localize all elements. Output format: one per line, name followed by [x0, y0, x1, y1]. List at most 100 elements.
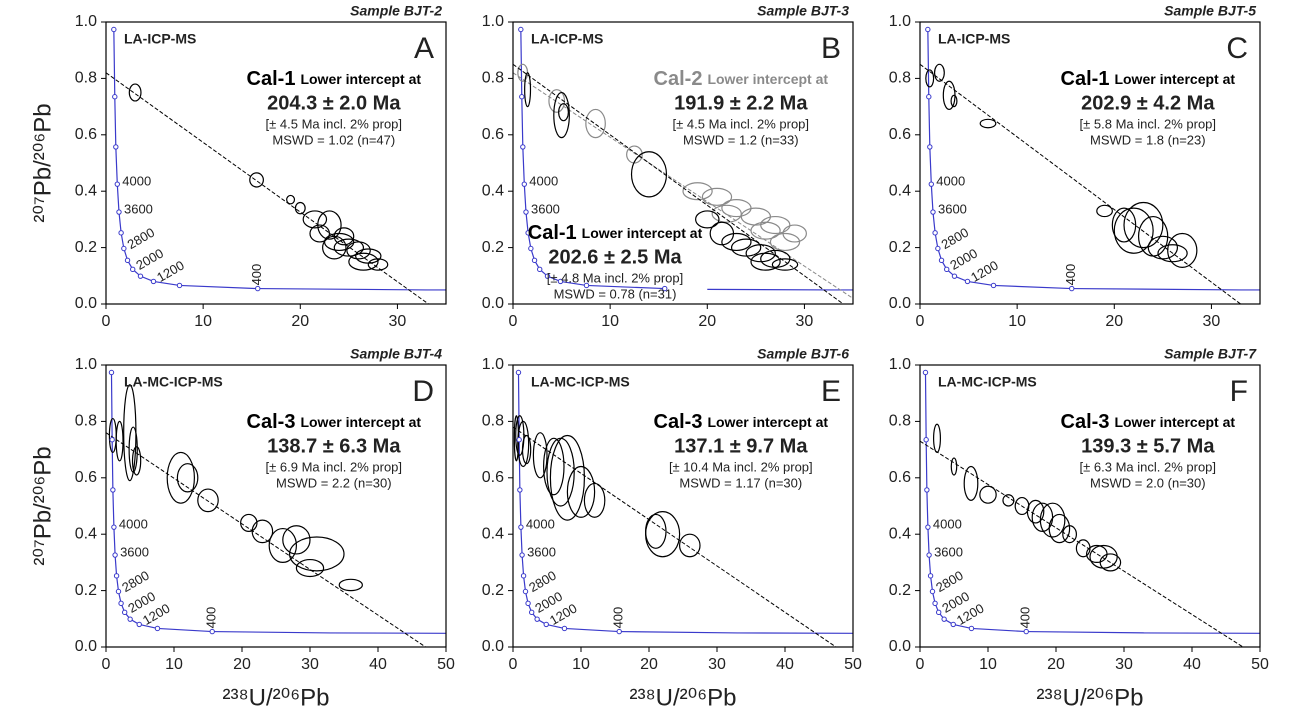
- x-tick-label: 30: [389, 313, 407, 330]
- error-ellipse: [682, 182, 713, 201]
- age-label: 3600: [120, 544, 149, 559]
- error-ellipse: [925, 69, 935, 88]
- concordia-tail: [212, 630, 446, 634]
- y-tick-label: 0.6: [75, 126, 97, 143]
- concordia-marker: [925, 524, 931, 530]
- concordia-marker: [124, 257, 131, 264]
- panel-title: Sample BJT-7: [1164, 346, 1257, 362]
- group-header: Cal-2 Lower intercept at: [654, 68, 829, 90]
- concordia-marker: [938, 257, 945, 264]
- concordia-marker: [517, 487, 523, 493]
- discordia-line: [513, 426, 837, 647]
- age-label: 400: [204, 607, 219, 629]
- concordia-marker: [121, 609, 128, 616]
- x-tick-label: 10: [165, 656, 183, 673]
- group-name: Cal-3: [247, 411, 296, 433]
- concordia-marker: [109, 437, 115, 443]
- mswd: MSWD = 2.0 (n=30): [1090, 475, 1206, 490]
- y-tick-label: 0.4: [889, 525, 911, 542]
- concordia-marker: [941, 616, 947, 622]
- concordia-marker: [544, 273, 551, 279]
- y-tick-label: 0.4: [889, 182, 911, 199]
- mswd: MSWD = 1.17 (n=30): [679, 475, 802, 490]
- y-tick-label: 0.0: [75, 638, 97, 655]
- age: 204.3 ± 2.0 Ma: [267, 92, 401, 114]
- panel-title: Sample BJT-5: [1164, 3, 1256, 19]
- error-ellipse: [695, 210, 720, 229]
- error-ellipse: [322, 235, 347, 260]
- concordia-marker: [112, 94, 118, 100]
- concordia-marker: [121, 245, 127, 252]
- error-ellipse: [549, 434, 586, 521]
- concordia-marker: [255, 285, 261, 292]
- method-label: LA-MC-ICP-MS: [531, 374, 630, 390]
- group-name: Cal-2: [654, 68, 703, 90]
- concordia-marker: [583, 282, 590, 289]
- concordia-marker: [968, 625, 975, 632]
- concordia-marker: [518, 26, 524, 33]
- concordia-marker: [108, 369, 115, 376]
- panel-title: Sample BJT-2: [350, 3, 442, 19]
- method-label: LA-ICP-MS: [124, 31, 196, 47]
- error-ellipse: [750, 221, 781, 240]
- concordia-marker: [1069, 285, 1075, 292]
- y-tick-label: 0.6: [889, 469, 911, 486]
- error-ellipse: [769, 232, 801, 252]
- concordia-marker: [523, 209, 529, 215]
- method-label: LA-ICP-MS: [531, 31, 603, 47]
- intercept-label: Lower intercept at: [1114, 414, 1235, 430]
- y-tick-label: 0.0: [75, 295, 97, 312]
- y-tick-label: 0.8: [889, 413, 911, 430]
- error-ellipse: [583, 482, 606, 518]
- panel-letter: C: [1226, 32, 1248, 65]
- error-ellipse: [760, 215, 791, 235]
- error-ellipse: [1039, 502, 1066, 538]
- concordia-marker: [537, 266, 543, 273]
- error-ellipse: [933, 63, 945, 82]
- y-tick-label: 0.2: [75, 582, 97, 599]
- concordia-marker: [110, 487, 116, 493]
- y-tick-label: 0.6: [482, 126, 504, 143]
- concordia-marker: [118, 230, 124, 236]
- concordia-marker: [519, 94, 525, 100]
- age: 138.7 ± 6.3 Ma: [267, 435, 401, 457]
- concordia-marker: [516, 437, 522, 443]
- mswd: MSWD = 1.2 (n=33): [683, 132, 799, 147]
- concordia-marker: [114, 181, 120, 187]
- intercept-label: Lower intercept at: [707, 71, 828, 87]
- x-tick-label: 20: [698, 313, 716, 330]
- error-ellipse: [979, 118, 997, 129]
- concordia-marker: [929, 588, 936, 595]
- error-ellipse: [1048, 513, 1071, 544]
- error-ellipse: [249, 172, 264, 188]
- plot-frame: [512, 21, 854, 305]
- discordia-line: [106, 432, 426, 647]
- method-label: LA-MC-ICP-MS: [124, 374, 223, 390]
- panel-letter: D: [412, 375, 434, 408]
- concordia-marker: [519, 552, 525, 558]
- error-ellipse: [701, 187, 733, 206]
- x-tick-label: 0: [509, 656, 518, 673]
- concordia-marker: [528, 609, 535, 616]
- age: 191.9 ± 2.2 Ma: [674, 92, 808, 114]
- error-ellipse: [566, 465, 596, 518]
- concordia-marker: [924, 487, 930, 493]
- concordia-tail: [619, 630, 853, 634]
- error-ellipse: [553, 91, 570, 139]
- age-label: 4000: [529, 174, 558, 189]
- age-label: 4000: [936, 174, 965, 189]
- x-tick-label: 0: [102, 656, 111, 673]
- plot-frame: [105, 364, 447, 648]
- x-tick-label: 40: [1183, 656, 1201, 673]
- concordia-marker: [130, 266, 136, 273]
- concordia-marker: [113, 573, 120, 579]
- concordia-marker: [528, 245, 534, 252]
- error-ellipse: [1111, 207, 1137, 243]
- concordia-marker: [662, 285, 668, 292]
- x-tick-label: 50: [844, 656, 862, 673]
- error-ellipse: [630, 151, 668, 198]
- age-note: [± 6.3 Ma incl. 2% prop]: [1080, 459, 1216, 474]
- y-tick-label: 0.8: [482, 413, 504, 430]
- x-tick-label: 10: [979, 656, 997, 673]
- panel-letter: A: [414, 32, 434, 65]
